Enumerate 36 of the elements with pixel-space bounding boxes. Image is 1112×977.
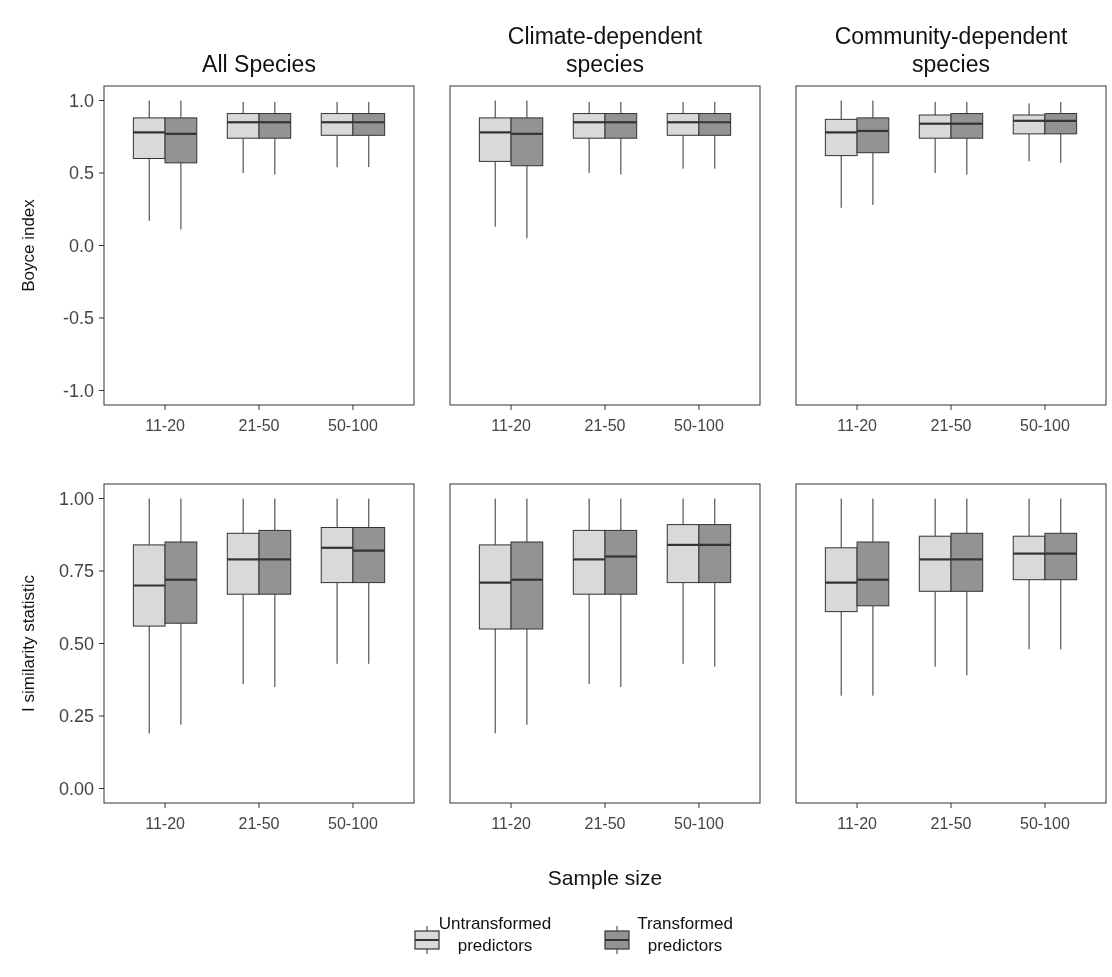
x-tick-label: 50-100 [1020,417,1070,434]
chart-title: Community-dependent species [834,23,1068,77]
x-tick-label: 11-20 [145,815,186,832]
y-axis-title: Boyce index [19,198,38,292]
y-tick-label: 0.25 [58,706,94,727]
chart-title: Climate-dependent species [507,23,703,77]
x-tick-label: 21-50 [584,815,626,832]
chart-title: All Species [202,51,316,77]
x-tick-label: 50-100 [674,815,724,832]
x-tick-label: 11-20 [491,815,532,832]
legend-label: Transformed predictors [637,914,733,955]
y-tick-label: 0.5 [68,163,94,184]
y-tick-label: 0.0 [68,235,94,256]
x-tick-label: 21-50 [238,815,280,832]
x-tick-label: 50-100 [674,417,724,434]
y-tick-label: 0.75 [58,561,94,582]
x-tick-label: 11-20 [491,417,532,434]
y-tick-label: 1.0 [68,90,94,111]
x-tick-label: 21-50 [584,417,626,434]
y-axis-title: I similarity statistic [19,574,38,712]
y-tick-label: 1.00 [58,488,94,509]
x-tick-label: 21-50 [930,815,972,832]
x-tick-label: 50-100 [328,815,378,832]
y-tick-label: -0.5 [62,308,94,329]
y-tick-label: -1.0 [62,380,94,401]
y-tick-label: 0.00 [58,778,94,799]
x-tick-label: 21-50 [238,417,280,434]
x-axis-title: Sample size [547,866,663,889]
x-tick-label: 11-20 [837,417,878,434]
x-tick-label: 21-50 [930,417,972,434]
legend-label: Untransformed predictors [438,914,552,955]
x-tick-label: 11-20 [837,815,878,832]
y-tick-label: 0.50 [58,633,94,654]
x-tick-label: 11-20 [145,417,186,434]
x-tick-label: 50-100 [1020,815,1070,832]
x-tick-label: 50-100 [328,417,378,434]
